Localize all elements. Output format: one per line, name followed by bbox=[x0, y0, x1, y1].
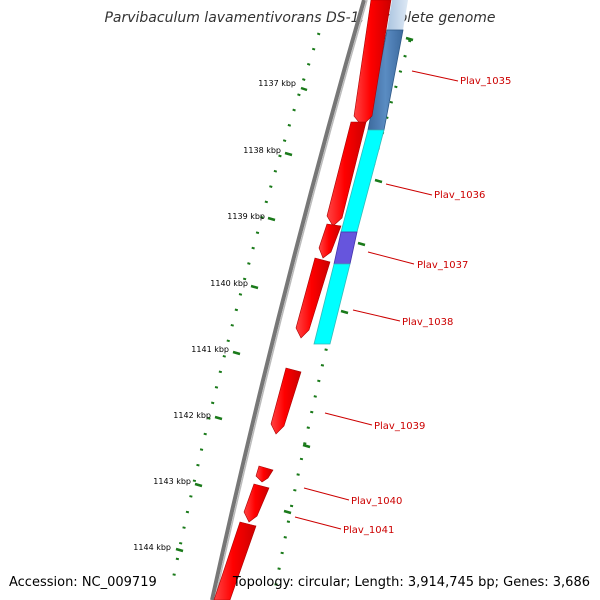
gene-arrow bbox=[270, 367, 302, 435]
gene-arrow bbox=[255, 465, 274, 483]
blast-hit-purple bbox=[333, 231, 358, 265]
gene-label: Plav_1035 bbox=[460, 76, 511, 87]
outer-tick-ring bbox=[170, 32, 321, 586]
inner-tick-ring bbox=[273, 39, 412, 591]
gene-leader-lines bbox=[294, 70, 459, 530]
gene-label: Plav_1037 bbox=[417, 260, 468, 271]
tick-label: 1139 kbp bbox=[227, 212, 265, 221]
genome-backbone-highlight bbox=[214, 0, 368, 600]
genome-backbone bbox=[210, 0, 366, 600]
gene-label: Plav_1041 bbox=[343, 525, 394, 536]
tick-label: 1143 kbp bbox=[153, 477, 191, 486]
gene-arrow bbox=[213, 521, 257, 600]
gene-label: Plav_1040 bbox=[351, 496, 402, 507]
tick-labels: 1137 kbp 1138 kbp 1139 kbp 1140 kbp 1141… bbox=[133, 79, 296, 552]
gene-label: Plav_1038 bbox=[402, 317, 453, 328]
map-title: Parvibaculum lavamentivorans DS-1, compl… bbox=[104, 10, 495, 26]
gene-label: Plav_1036 bbox=[434, 190, 485, 201]
gene-labels: Plav_1035 Plav_1036 Plav_1037 Plav_1038 … bbox=[343, 76, 511, 536]
topology-text: Topology: circular; Length: 3,914,745 bp… bbox=[232, 575, 590, 590]
blast-hit-cyan-2 bbox=[313, 263, 351, 345]
inner-ring-ticks bbox=[283, 36, 414, 515]
gene-arrow bbox=[326, 121, 367, 227]
tick-label: 1140 kbp bbox=[210, 279, 248, 288]
tick-label: 1141 kbp bbox=[191, 345, 229, 354]
tick-label: 1137 kbp bbox=[258, 79, 296, 88]
accession-text: Accession: NC_009719 bbox=[9, 575, 157, 590]
gene-arrow bbox=[243, 483, 270, 523]
tick-label: 1144 kbp bbox=[133, 543, 171, 552]
gene-label: Plav_1039 bbox=[374, 421, 425, 432]
blast-hit-pale bbox=[387, 0, 408, 30]
gene-arrow bbox=[318, 223, 342, 259]
gene-arrow bbox=[295, 257, 331, 339]
blast-hits bbox=[313, 0, 408, 345]
tick-label: 1142 kbp bbox=[173, 411, 211, 420]
major-ticks bbox=[175, 86, 308, 553]
gene-features bbox=[213, 0, 392, 600]
tick-label: 1138 kbp bbox=[243, 146, 281, 155]
